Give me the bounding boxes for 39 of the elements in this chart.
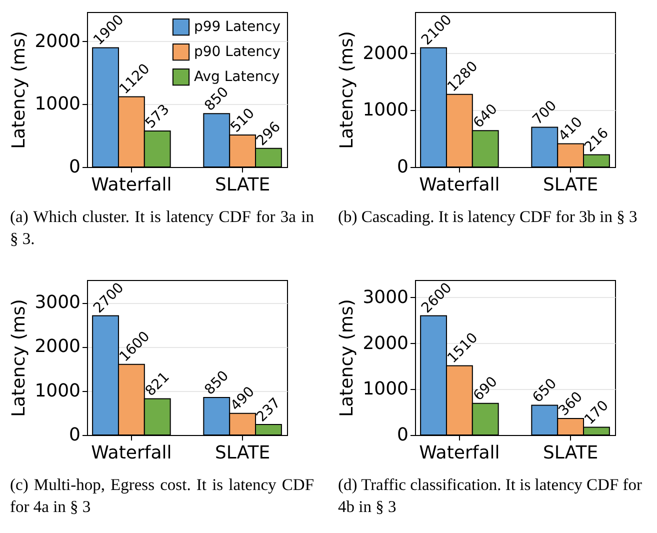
y-axis-title: Latency (ms): [8, 299, 30, 417]
x-tick-label: SLATE: [214, 442, 270, 464]
y-tick-label: 2000: [34, 336, 80, 358]
legend-label: p99 Latency: [194, 19, 280, 35]
y-tick-label: 1000: [34, 380, 80, 402]
x-tick-label: SLATE: [214, 174, 270, 196]
data-label: 850: [202, 368, 232, 398]
y-tick-label: 0: [397, 424, 408, 446]
data-label: 821: [142, 369, 173, 400]
y-tick-label: 3000: [34, 292, 80, 314]
data-label: 690: [470, 374, 501, 404]
y-axis-title: Latency (ms): [336, 299, 358, 417]
y-tick-label: 0: [397, 156, 408, 178]
x-tick-label: Waterfall: [91, 174, 172, 196]
text: (b) Cascading. It is latency CDF for 3b in § 3: [338, 206, 638, 228]
x-tick-label: SLATE: [542, 174, 598, 196]
y-tick-label: 1000: [34, 94, 80, 115]
y-tick-label: 1000: [362, 378, 408, 400]
y-tick-label: 3000: [362, 286, 408, 308]
y-tick-label: 2000: [362, 42, 408, 64]
data-label: 640: [470, 101, 501, 132]
x-tick-label: Waterfall: [91, 442, 172, 464]
y-tick-label: 1000: [362, 100, 408, 121]
text: (d) Traffic classification. It is latency CDF for 4b in § 3: [338, 474, 642, 518]
legend-label: p90 Latency: [194, 44, 280, 60]
text: (a) Which cluster. It is latency CDF for 3a in § 3.: [10, 206, 314, 250]
y-axis-title: Latency (ms): [336, 31, 358, 149]
y-tick-label: 2000: [34, 30, 80, 52]
y-tick-label: 2000: [362, 332, 408, 354]
data-label: 700: [530, 98, 560, 128]
x-tick-label: Waterfall: [419, 442, 500, 464]
y-tick-label: 0: [69, 156, 80, 178]
y-tick-label: 0: [69, 424, 80, 446]
text: (c) Multi-hop, Egress cost. It is latency CDF for 4a in § 3: [10, 474, 314, 518]
legend-label: Avg Latency: [194, 69, 280, 85]
x-tick-label: Waterfall: [419, 174, 500, 196]
data-label: 573: [142, 102, 173, 132]
x-tick-label: SLATE: [542, 442, 598, 464]
y-axis-title: Latency (ms): [8, 31, 30, 149]
